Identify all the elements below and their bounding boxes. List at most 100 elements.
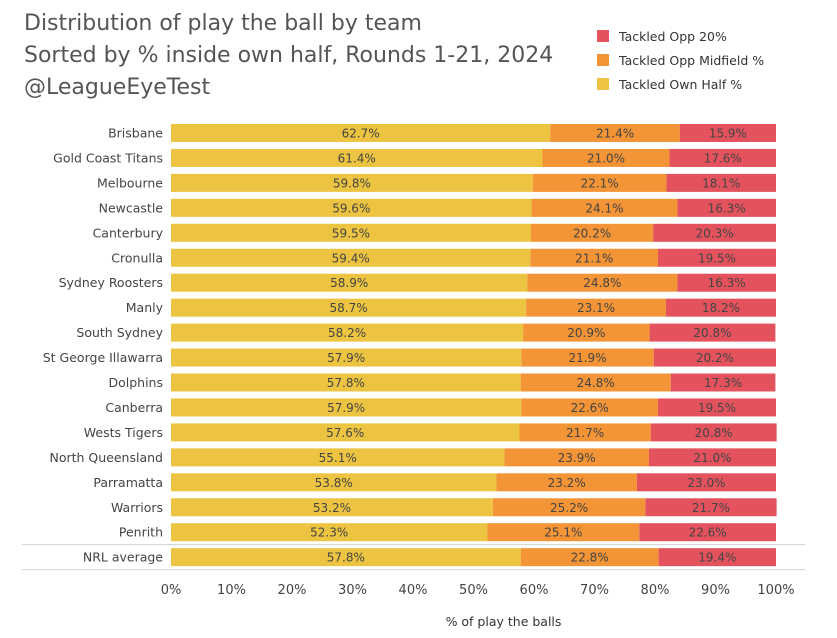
bar-segment <box>171 348 522 367</box>
data-label: 22.1% <box>581 176 619 190</box>
title-line-1: Distribution of play the ball by team <box>24 11 422 36</box>
data-label: 58.2% <box>328 326 366 340</box>
data-label: 23.1% <box>577 301 615 315</box>
data-label: 19.5% <box>698 251 736 265</box>
category-label: Melbourne <box>97 175 163 190</box>
x-tick-label: 90% <box>701 583 730 598</box>
data-label: 20.8% <box>693 326 731 340</box>
bar-segment <box>532 173 667 192</box>
legend-swatch-opp20 <box>597 30 609 42</box>
data-label: 25.2% <box>550 501 588 515</box>
bar-segment <box>665 298 776 317</box>
bar-segment <box>658 398 776 417</box>
bar-segment <box>171 398 522 417</box>
chart-title: Distribution of play the ball by team So… <box>24 8 553 104</box>
legend-item-own-half: Tackled Own Half % <box>597 72 764 96</box>
bar-segment <box>504 448 649 467</box>
category-label: Sydney Roosters <box>59 275 163 290</box>
bar-segment <box>519 423 651 442</box>
bar-segment <box>658 248 776 267</box>
legend-item-midfield: Tackled Opp Midfield % <box>597 48 764 72</box>
category-label: Penrith <box>119 525 163 540</box>
data-label: 57.9% <box>327 401 365 415</box>
data-label: 15.9% <box>709 127 747 141</box>
data-label: 21.7% <box>692 501 730 515</box>
data-label: 22.8% <box>571 551 609 565</box>
legend-swatch-midfield <box>597 54 609 66</box>
data-label: 17.6% <box>704 151 742 165</box>
bar-segment <box>526 298 666 317</box>
data-label: 16.3% <box>708 276 746 290</box>
bar-segment <box>650 423 777 442</box>
data-label: 20.3% <box>696 226 734 240</box>
bar-segment <box>171 124 551 142</box>
data-label: 23.0% <box>687 476 725 490</box>
bar-segment <box>487 523 640 542</box>
bar-segment <box>670 373 776 392</box>
bar-segment <box>677 273 776 292</box>
data-label: 21.0% <box>693 451 731 465</box>
bar-segment <box>653 348 776 367</box>
legend-swatch-own-half <box>597 78 609 90</box>
bar-segment <box>492 498 646 517</box>
x-tick-label: 80% <box>641 583 670 598</box>
bar-segment <box>171 298 527 317</box>
bar-segment <box>531 198 678 217</box>
data-label: 21.7% <box>566 426 604 440</box>
bar-segment <box>171 323 524 342</box>
bar-segment <box>496 473 637 492</box>
category-label: Dolphins <box>108 375 163 390</box>
bar-segment <box>171 523 488 542</box>
bar-segment <box>171 373 521 392</box>
legend-item-opp20: Tackled Opp 20% <box>597 24 764 48</box>
bar-segment <box>636 473 776 492</box>
bar-segment <box>658 548 776 567</box>
bar-segment <box>521 348 654 367</box>
data-label: 58.9% <box>330 276 368 290</box>
bar-segment <box>171 548 521 567</box>
category-label: Gold Coast Titans <box>53 150 163 165</box>
data-label: 16.3% <box>708 201 746 215</box>
bar-segment <box>520 548 659 567</box>
data-label: 20.8% <box>695 426 733 440</box>
bar-segment <box>530 248 659 267</box>
category-label: Parramatta <box>93 475 163 490</box>
category-label: Warriors <box>111 500 163 515</box>
x-tick-label: 60% <box>520 583 549 598</box>
data-label: 24.8% <box>577 376 615 390</box>
data-label: 52.3% <box>310 526 348 540</box>
x-tick-label: 10% <box>217 583 246 598</box>
bar-segment <box>649 323 776 342</box>
data-label: 59.6% <box>332 201 370 215</box>
category-label: South Sydney <box>76 325 163 340</box>
data-label: 24.1% <box>585 201 623 215</box>
data-label: 20.2% <box>573 226 611 240</box>
category-label: NRL average <box>83 550 163 565</box>
bar-segment <box>171 248 531 267</box>
title-line-2: Sorted by % inside own half, Rounds 1-21… <box>24 43 554 68</box>
category-label: Brisbane <box>108 126 163 141</box>
bar-segment <box>171 148 543 167</box>
data-label: 21.1% <box>575 251 613 265</box>
data-label: 23.2% <box>548 476 586 490</box>
bar-segment <box>550 124 680 142</box>
bar-segment <box>679 124 776 142</box>
bar-segment <box>520 373 671 392</box>
x-tick-label: 30% <box>338 583 367 598</box>
data-label: 23.9% <box>558 451 596 465</box>
data-label: 17.3% <box>704 376 742 390</box>
data-label: 61.4% <box>338 151 376 165</box>
bar-segment <box>521 398 659 417</box>
bar-segment <box>639 523 776 542</box>
data-label: 19.5% <box>698 401 736 415</box>
bar-segment <box>648 448 776 467</box>
data-label: 58.7% <box>330 301 368 315</box>
x-tick-label: 70% <box>580 583 609 598</box>
bar-segment <box>171 473 497 492</box>
data-label: 19.4% <box>698 551 736 565</box>
category-label: Canberra <box>105 400 163 415</box>
data-label: 59.4% <box>332 251 370 265</box>
legend-label-own-half: Tackled Own Half % <box>619 76 743 92</box>
data-label: 21.9% <box>568 351 606 365</box>
data-label: 24.8% <box>583 276 621 290</box>
